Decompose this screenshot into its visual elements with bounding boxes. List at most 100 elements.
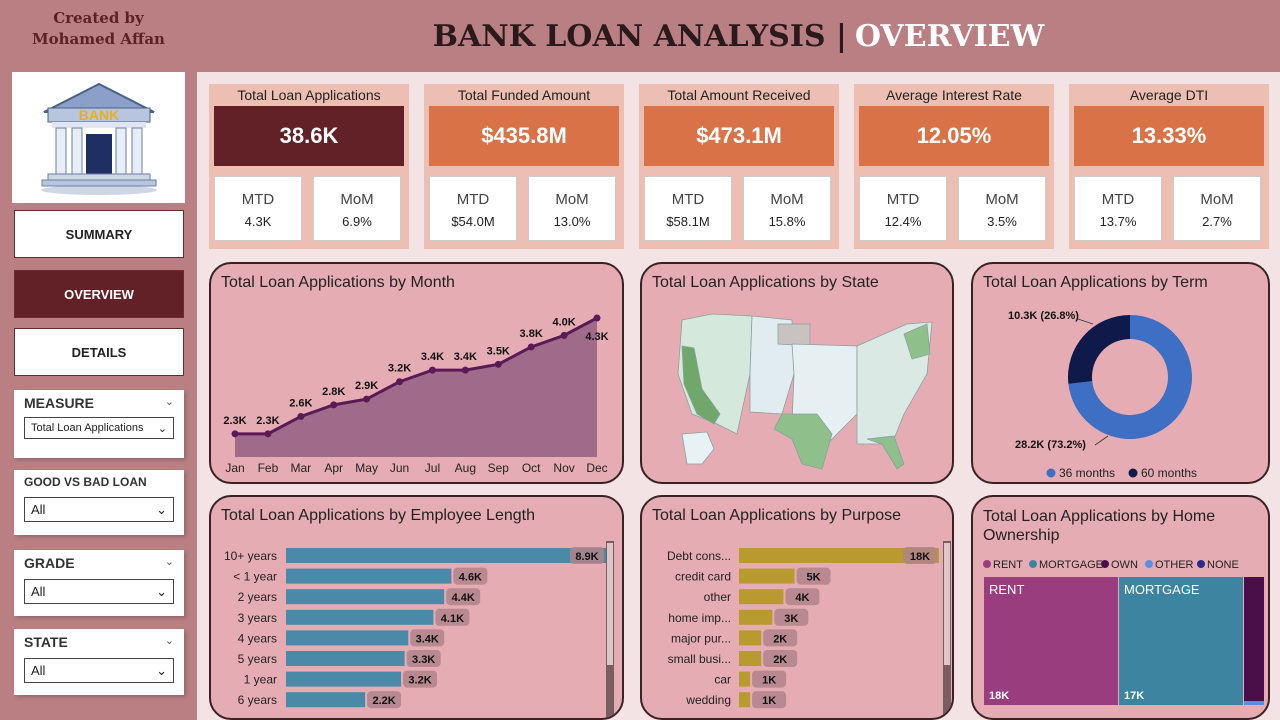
month-point[interactable] xyxy=(428,366,436,374)
bar-category-label: Debt cons... xyxy=(667,549,731,563)
bar-category-label: 1 year xyxy=(244,673,277,687)
map-florida xyxy=(866,435,905,470)
bar[interactable] xyxy=(739,651,762,666)
month-data-label: 3.4K xyxy=(421,351,444,363)
month-point[interactable] xyxy=(461,366,469,374)
map-california xyxy=(681,345,721,425)
kpi-value: 38.6K xyxy=(214,106,404,166)
emp-length-card: Total Loan Applications by Employee Leng… xyxy=(209,495,624,720)
month-tick-label: Jan xyxy=(225,461,244,475)
grade-slicer-title: GRADE xyxy=(24,555,75,571)
kpi-value: $473.1M xyxy=(644,106,834,166)
legend-swatch xyxy=(1029,560,1037,568)
month-data-label: 3.5K xyxy=(487,345,510,357)
good-bad-slicer-title: GOOD VS BAD LOAN xyxy=(24,475,147,489)
bar-data-label: 3K xyxy=(784,613,798,625)
kpi-mtd: MTD $54.0M xyxy=(429,176,517,241)
bar-label-bg xyxy=(406,650,441,667)
month-point[interactable] xyxy=(330,401,338,409)
bar[interactable] xyxy=(739,589,784,605)
treemap-tile[interactable] xyxy=(984,577,1118,705)
month-point[interactable] xyxy=(593,314,601,322)
bar[interactable] xyxy=(286,589,445,605)
mom-value: 6.9% xyxy=(342,214,372,229)
month-point[interactable] xyxy=(560,331,568,339)
chevron-down-icon[interactable]: ⌄ xyxy=(164,556,174,568)
treemap-tile[interactable] xyxy=(1244,577,1264,705)
kpi-mom: MoM 13.0% xyxy=(528,176,616,241)
details-button[interactable]: DETAILS xyxy=(14,328,184,376)
chevron-down-icon[interactable]: ⌄ xyxy=(164,396,174,408)
measure-slicer-title: MEASURE xyxy=(24,395,95,411)
grade-dropdown-value: All xyxy=(31,584,46,599)
bar[interactable] xyxy=(286,692,366,708)
overview-button[interactable]: OVERVIEW xyxy=(14,270,184,318)
kpi-value: 13.33% xyxy=(1074,106,1264,166)
scrollbar-thumb[interactable] xyxy=(944,543,950,665)
summary-button[interactable]: SUMMARY xyxy=(14,210,184,258)
bar[interactable] xyxy=(739,568,795,584)
month-chart-card: Total Loan Applications by Month 2.3K Jan… xyxy=(209,262,624,484)
month-point[interactable] xyxy=(231,430,239,438)
legend-label: 36 months xyxy=(1059,466,1115,480)
purpose-title: Total Loan Applications by Purpose xyxy=(652,507,902,524)
kpi-label: Total Amount Received xyxy=(667,87,811,103)
credit: Created by Mohamed Affan xyxy=(0,0,197,50)
kpi-value: 12.05% xyxy=(859,106,1049,166)
bar-label-bg xyxy=(752,691,787,709)
bar-data-label: 1K xyxy=(762,695,776,707)
bar[interactable] xyxy=(739,609,773,625)
kpi-label: Average DTI xyxy=(1129,87,1209,103)
month-data-label: 2.6K xyxy=(289,397,312,409)
emp-length-title: Total Loan Applications by Employee Leng… xyxy=(221,507,535,524)
month-point[interactable] xyxy=(297,412,305,420)
chevron-down-icon: ⌄ xyxy=(156,662,167,678)
legend-swatch xyxy=(983,560,991,568)
bar-label-bg xyxy=(446,588,481,606)
month-tick-label: Oct xyxy=(522,461,541,475)
bar[interactable] xyxy=(739,671,751,687)
treemap-tile[interactable] xyxy=(1244,701,1264,705)
bar[interactable] xyxy=(286,671,402,687)
mom-label: MoM xyxy=(1200,191,1234,208)
month-point[interactable] xyxy=(494,360,502,368)
treemap-tile-name: MORTGAGE xyxy=(1124,582,1200,597)
month-point[interactable] xyxy=(264,430,272,438)
bar[interactable] xyxy=(739,630,762,646)
month-data-label: 2.8K xyxy=(322,386,345,398)
state-map-card: Total Loan Applications by State xyxy=(640,262,954,484)
bar-label-bg xyxy=(763,650,798,667)
bar-data-label: 18K xyxy=(910,551,930,563)
treemap-tile[interactable] xyxy=(1119,577,1243,705)
measure-dropdown[interactable]: Total Loan Applications ⌄ xyxy=(24,417,174,439)
month-point[interactable] xyxy=(363,395,371,403)
good-bad-dropdown[interactable]: All ⌄ xyxy=(24,497,174,522)
bar[interactable] xyxy=(286,651,405,666)
state-dropdown[interactable]: All ⌄ xyxy=(24,658,174,683)
us-map[interactable] xyxy=(642,264,954,484)
mtd-label: MTD xyxy=(1101,191,1135,208)
bar-data-label: 2K xyxy=(773,654,787,666)
bar[interactable] xyxy=(286,609,434,625)
grade-dropdown[interactable]: All ⌄ xyxy=(24,579,174,604)
kpi-card: Total Amount Received $473.1M MTD $58.1M MoM… xyxy=(639,84,839,249)
chevron-down-icon[interactable]: ⌄ xyxy=(164,635,174,647)
month-point[interactable] xyxy=(527,343,535,351)
scrollbar-thumb[interactable] xyxy=(607,543,613,665)
bar[interactable] xyxy=(739,692,751,708)
term-slice[interactable] xyxy=(1068,315,1192,439)
term-slice[interactable] xyxy=(1068,315,1130,384)
month-point[interactable] xyxy=(396,378,404,386)
kpi-label: Total Loan Applications xyxy=(237,87,381,103)
measure-slicer: MEASURE ⌄ Total Loan Applications ⌄ xyxy=(14,390,184,458)
legend-label: OWN xyxy=(1111,559,1138,571)
bar[interactable] xyxy=(286,630,409,646)
bar[interactable] xyxy=(739,548,939,563)
bar-data-label: 4.1K xyxy=(441,613,464,625)
bar[interactable] xyxy=(286,548,606,563)
bar-category-label: home imp... xyxy=(668,611,731,625)
bar[interactable] xyxy=(286,568,452,584)
bar-category-label: 4 years xyxy=(238,631,277,645)
kpi-value: $435.8M xyxy=(429,106,619,166)
bar-label-bg xyxy=(435,608,470,626)
